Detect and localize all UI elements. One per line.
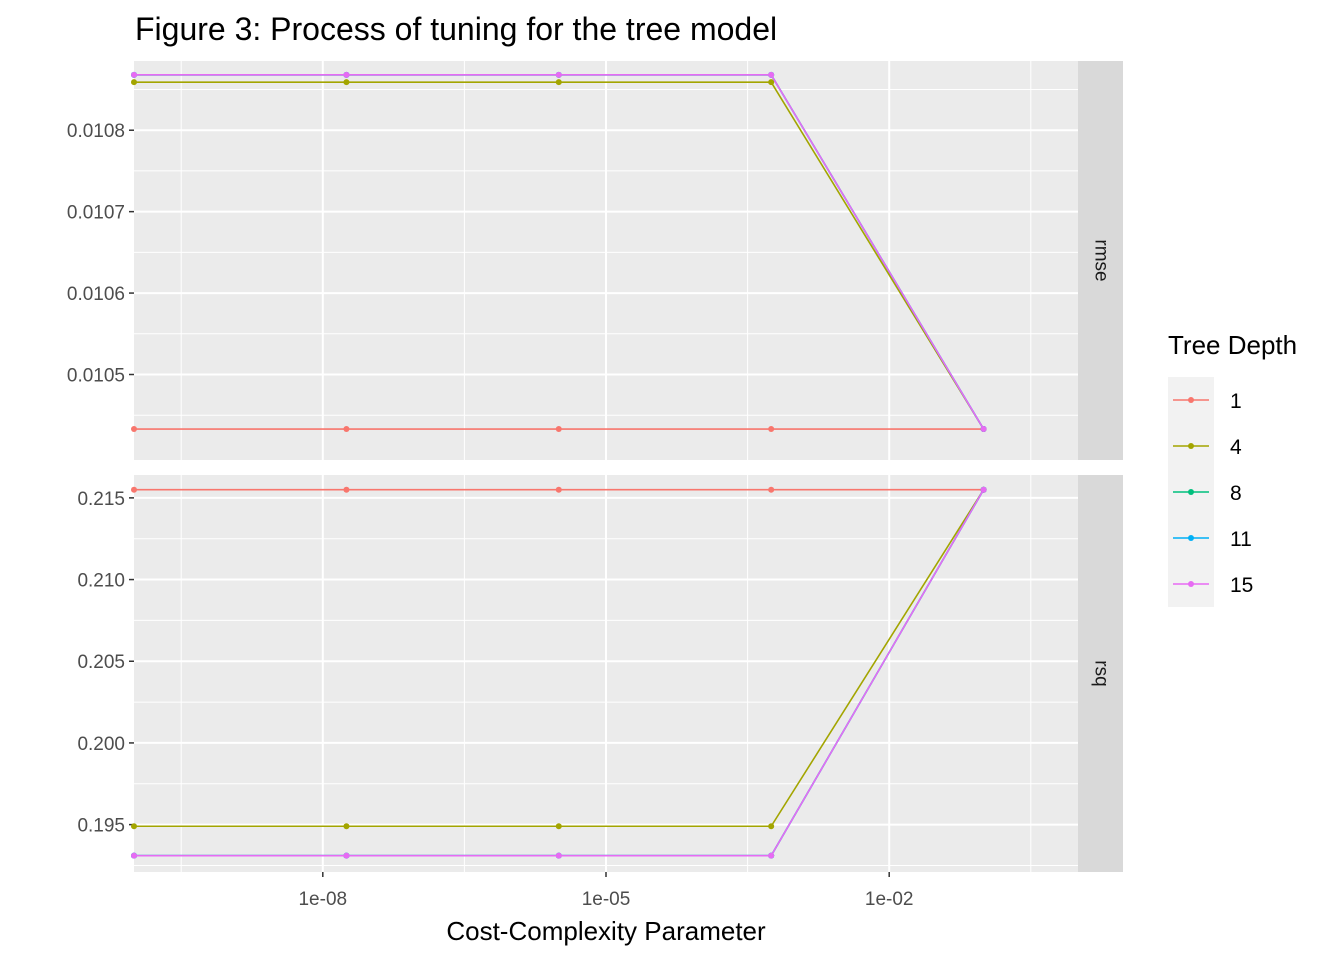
data-point-depth-15 bbox=[768, 852, 775, 859]
facet-strip-label: rmse bbox=[1090, 239, 1111, 281]
data-point-depth-1 bbox=[768, 426, 775, 433]
y-tick-label: 0.200 bbox=[77, 734, 125, 755]
y-tick-label: 0.205 bbox=[77, 652, 125, 673]
y-tick-label: 0.195 bbox=[77, 816, 125, 837]
data-point-depth-4 bbox=[131, 79, 137, 86]
data-point-depth-15 bbox=[343, 71, 350, 78]
y-tick-label: 0.0107 bbox=[67, 203, 125, 224]
legend-label: 1 bbox=[1230, 390, 1242, 413]
legend-key-point-8 bbox=[1188, 489, 1194, 495]
y-tick-label: 0.0108 bbox=[67, 121, 125, 142]
legend-key-point-4 bbox=[1188, 443, 1194, 449]
data-point-depth-15 bbox=[980, 426, 987, 433]
legend-label: 11 bbox=[1230, 528, 1252, 551]
legend-key-point-1 bbox=[1188, 397, 1194, 403]
y-tick-label: 0.215 bbox=[77, 489, 125, 510]
data-point-depth-1 bbox=[555, 486, 562, 493]
data-point-depth-1 bbox=[768, 486, 775, 493]
data-point-depth-4 bbox=[555, 79, 562, 86]
chart-title: Figure 3: Process of tuning for the tree… bbox=[135, 11, 777, 47]
data-point-depth-15 bbox=[768, 71, 775, 78]
legend-key-point-11 bbox=[1188, 535, 1194, 541]
facet-strip-rmse bbox=[1078, 61, 1123, 460]
legend-label: 15 bbox=[1230, 574, 1253, 597]
facet-strip-rsq bbox=[1078, 475, 1123, 872]
data-point-depth-4 bbox=[768, 823, 775, 830]
data-point-depth-15 bbox=[555, 71, 562, 78]
data-point-depth-15 bbox=[131, 852, 137, 859]
data-point-depth-4 bbox=[343, 823, 350, 830]
legend-title: Tree Depth bbox=[1168, 330, 1297, 360]
data-point-depth-15 bbox=[555, 852, 562, 859]
data-point-depth-15 bbox=[980, 486, 987, 493]
data-point-depth-1 bbox=[343, 486, 350, 493]
data-point-depth-4 bbox=[343, 79, 350, 86]
data-point-depth-4 bbox=[555, 823, 562, 830]
data-point-depth-4 bbox=[768, 79, 775, 86]
legend-key-point-15 bbox=[1188, 581, 1194, 587]
x-tick-label: 1e-05 bbox=[582, 889, 631, 910]
x-tick-label: 1e-02 bbox=[865, 889, 914, 910]
x-axis-title: Cost-Complexity Parameter bbox=[446, 916, 766, 946]
facet-strip-label: rsq bbox=[1090, 660, 1111, 686]
legend-label: 8 bbox=[1230, 482, 1242, 505]
x-tick-label: 1e-08 bbox=[298, 889, 347, 910]
data-point-depth-1 bbox=[131, 486, 137, 493]
data-point-depth-15 bbox=[131, 71, 137, 78]
data-point-depth-4 bbox=[131, 823, 137, 830]
y-tick-label: 0.0105 bbox=[67, 366, 125, 387]
data-point-depth-1 bbox=[131, 426, 137, 433]
data-point-depth-15 bbox=[343, 852, 350, 859]
data-point-depth-1 bbox=[555, 426, 562, 433]
legend-label: 4 bbox=[1230, 436, 1242, 459]
y-tick-label: 0.0106 bbox=[67, 284, 125, 305]
data-point-depth-1 bbox=[343, 426, 350, 433]
y-tick-label: 0.210 bbox=[77, 571, 125, 592]
